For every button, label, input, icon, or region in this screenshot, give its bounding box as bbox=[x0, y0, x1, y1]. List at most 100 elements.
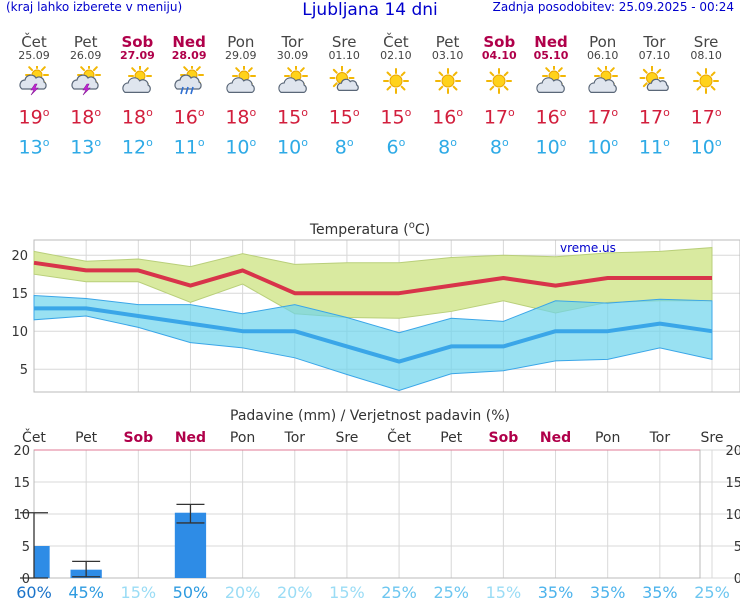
day-date: 25.09 bbox=[18, 49, 50, 62]
last-update: Zadnja posodobitev: 25.09.2025 - 00:24 bbox=[492, 0, 734, 14]
day-label: Sob bbox=[489, 430, 519, 446]
sun-icon bbox=[382, 68, 409, 94]
y-tick-label-right: 0 bbox=[734, 572, 740, 587]
temp-min: 8o bbox=[438, 136, 457, 159]
sun-cloud-icon bbox=[588, 66, 618, 93]
day-forecast: Pon 29.09 18o 10o bbox=[215, 34, 267, 159]
temp-max: 18o bbox=[70, 106, 102, 129]
day-forecast: Čet 02.10 15o 6o bbox=[370, 34, 422, 159]
day-name: Tor bbox=[281, 33, 304, 51]
precip-error-bar bbox=[20, 512, 48, 579]
temp-max: 15o bbox=[328, 106, 360, 129]
day-date: 28.09 bbox=[171, 49, 207, 62]
day-label: Pet bbox=[75, 430, 98, 446]
temp-min: 13o bbox=[18, 136, 50, 159]
y-tick-label-right: 10 bbox=[725, 508, 740, 523]
temp-min: 12o bbox=[121, 136, 153, 159]
temperature-chart: Temperatura (oC) 5 10 15 20 vreme.us bbox=[11, 220, 740, 393]
day-name: Pet bbox=[73, 33, 98, 51]
min-temp-range-band bbox=[33, 294, 713, 392]
temp-max: 17o bbox=[483, 106, 515, 129]
temp-max: 17o bbox=[638, 106, 670, 129]
sun-cloud-icon bbox=[122, 66, 153, 93]
day-label: Sre bbox=[335, 430, 358, 446]
day-name: Pet bbox=[435, 33, 460, 51]
temp-max: 19o bbox=[18, 106, 50, 129]
precip-probability: 35% bbox=[642, 583, 678, 600]
temp-min: 10o bbox=[225, 136, 257, 159]
day-forecast: Tor 07.10 17o 11o bbox=[628, 34, 680, 159]
day-forecast: Pon 06.10 17o 10o bbox=[577, 34, 629, 159]
day-label: Ned bbox=[175, 430, 206, 446]
day-label: Pon bbox=[230, 430, 255, 446]
min-temp-line bbox=[34, 306, 713, 364]
y-tick-label-right: 5 bbox=[734, 540, 740, 555]
sun-cloud-rain-icon bbox=[174, 66, 205, 95]
temp-min: 8o bbox=[489, 136, 509, 159]
day-forecast: Pet 03.10 16o 8o bbox=[422, 34, 474, 159]
precip-error-bar bbox=[176, 503, 205, 524]
y-tick-label-right: 15 bbox=[725, 476, 740, 491]
sun-cloud-icon bbox=[226, 66, 256, 93]
day-name: Ned bbox=[172, 33, 206, 51]
sun-cloud-icon bbox=[277, 66, 308, 93]
day-date: 29.09 bbox=[225, 49, 257, 62]
sun-small-cloud-icon bbox=[329, 66, 359, 91]
day-name: Pon bbox=[227, 33, 255, 51]
precip-probability: 25% bbox=[694, 583, 730, 600]
temp-min: 11o bbox=[638, 136, 670, 159]
sun-icon bbox=[434, 68, 461, 94]
temp-max: 17o bbox=[690, 106, 722, 129]
day-date: 02.10 bbox=[380, 49, 412, 62]
y-tick-label: 20 bbox=[11, 249, 28, 264]
day-date: 04.10 bbox=[481, 49, 517, 62]
temp-max: 16o bbox=[173, 106, 205, 129]
temp-max: 17o bbox=[587, 106, 619, 129]
temp-max: 16o bbox=[535, 106, 567, 129]
precip-probability: 25% bbox=[381, 583, 417, 600]
y-tick-label: 5 bbox=[22, 540, 30, 555]
precip-probability: 20% bbox=[277, 583, 313, 600]
sun-icon bbox=[693, 68, 720, 94]
watermark: vreme.us bbox=[560, 241, 616, 255]
day-forecast: Sob 04.10 17o 8o bbox=[473, 34, 525, 159]
day-forecast: Sob 27.09 18o 12o bbox=[111, 34, 163, 159]
day-forecast: Ned 28.09 16o 11o bbox=[163, 34, 215, 159]
temp-max: 15o bbox=[277, 106, 308, 129]
day-name: Sre bbox=[693, 33, 719, 51]
temp-min: 10o bbox=[587, 136, 619, 159]
day-date: 06.10 bbox=[586, 49, 619, 62]
day-date: 30.09 bbox=[276, 49, 309, 62]
y-tick-label: 15 bbox=[11, 287, 28, 302]
y-tick-label: 20 bbox=[13, 444, 30, 459]
precip-probability: 45% bbox=[68, 583, 104, 600]
precip-probability: 35% bbox=[538, 583, 574, 600]
day-date: 26.09 bbox=[69, 49, 102, 62]
temp-max: 18o bbox=[225, 106, 257, 129]
precip-probability: 15% bbox=[329, 583, 365, 600]
day-date: 07.10 bbox=[638, 49, 671, 62]
sun-small-cloud-icon bbox=[639, 66, 670, 91]
day-name: Čet bbox=[383, 33, 409, 51]
day-name: Čet bbox=[21, 33, 47, 51]
day-name: Ned bbox=[534, 33, 568, 51]
precip-error-bar bbox=[72, 560, 101, 578]
y-tick-label: 0 bbox=[22, 572, 30, 587]
precip-probability: 15% bbox=[486, 583, 522, 600]
day-label: Čet bbox=[22, 428, 46, 446]
temp-min: 11o bbox=[173, 136, 205, 159]
day-label: Tor bbox=[649, 430, 671, 446]
temp-max: 18o bbox=[121, 106, 153, 129]
sun-cloud-thunder-icon bbox=[19, 66, 49, 96]
y-tick-label: 15 bbox=[13, 476, 30, 491]
precip-probability: 25% bbox=[433, 583, 469, 600]
precip-probability: 60% bbox=[16, 583, 52, 600]
sun-cloud-thunder-icon bbox=[71, 66, 101, 96]
temp-min: 13o bbox=[70, 136, 102, 159]
temp-min: 10o bbox=[277, 136, 308, 159]
day-label: Pon bbox=[595, 430, 620, 446]
precipitation-chart: Padavine (mm) / Verjetnost padavin (%) Če… bbox=[13, 408, 740, 600]
temp-min: 8o bbox=[334, 136, 354, 159]
day-label: Pet bbox=[440, 430, 463, 446]
day-forecast: Sre 08.10 17o 10o bbox=[680, 34, 732, 159]
